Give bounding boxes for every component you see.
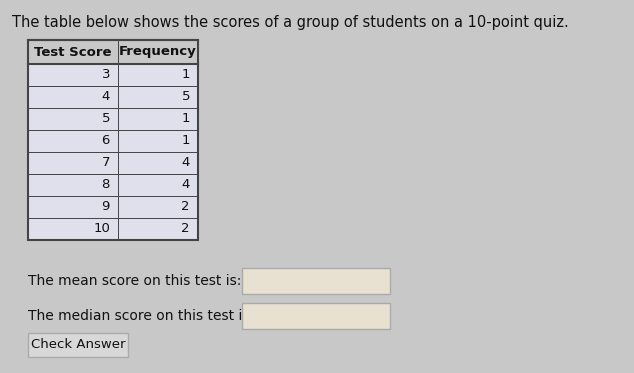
FancyBboxPatch shape <box>28 196 198 218</box>
FancyBboxPatch shape <box>28 64 198 86</box>
Text: 2: 2 <box>181 223 190 235</box>
Text: The mean score on this test is:: The mean score on this test is: <box>28 274 242 288</box>
Text: 4: 4 <box>181 157 190 169</box>
Text: 6: 6 <box>101 135 110 147</box>
Text: Test Score: Test Score <box>34 46 112 59</box>
FancyBboxPatch shape <box>28 40 198 64</box>
Text: 3: 3 <box>101 69 110 81</box>
Text: 2: 2 <box>181 201 190 213</box>
Text: 9: 9 <box>101 201 110 213</box>
FancyBboxPatch shape <box>242 303 390 329</box>
FancyBboxPatch shape <box>28 130 198 152</box>
FancyBboxPatch shape <box>28 108 198 130</box>
Text: 5: 5 <box>101 113 110 125</box>
Text: The table below shows the scores of a group of students on a 10-point quiz.: The table below shows the scores of a gr… <box>12 15 569 30</box>
Text: 10: 10 <box>93 223 110 235</box>
FancyBboxPatch shape <box>28 86 198 108</box>
Text: Frequency: Frequency <box>119 46 197 59</box>
Text: Check Answer: Check Answer <box>31 339 126 351</box>
Text: 4: 4 <box>101 91 110 103</box>
Text: The median score on this test is:: The median score on this test is: <box>28 309 254 323</box>
Text: 1: 1 <box>181 135 190 147</box>
FancyBboxPatch shape <box>28 174 198 196</box>
Text: 1: 1 <box>181 69 190 81</box>
FancyBboxPatch shape <box>242 268 390 294</box>
Text: 8: 8 <box>101 179 110 191</box>
FancyBboxPatch shape <box>28 333 128 357</box>
Text: 5: 5 <box>181 91 190 103</box>
FancyBboxPatch shape <box>28 152 198 174</box>
Text: 1: 1 <box>181 113 190 125</box>
FancyBboxPatch shape <box>28 218 198 240</box>
Text: 7: 7 <box>101 157 110 169</box>
Text: 4: 4 <box>181 179 190 191</box>
